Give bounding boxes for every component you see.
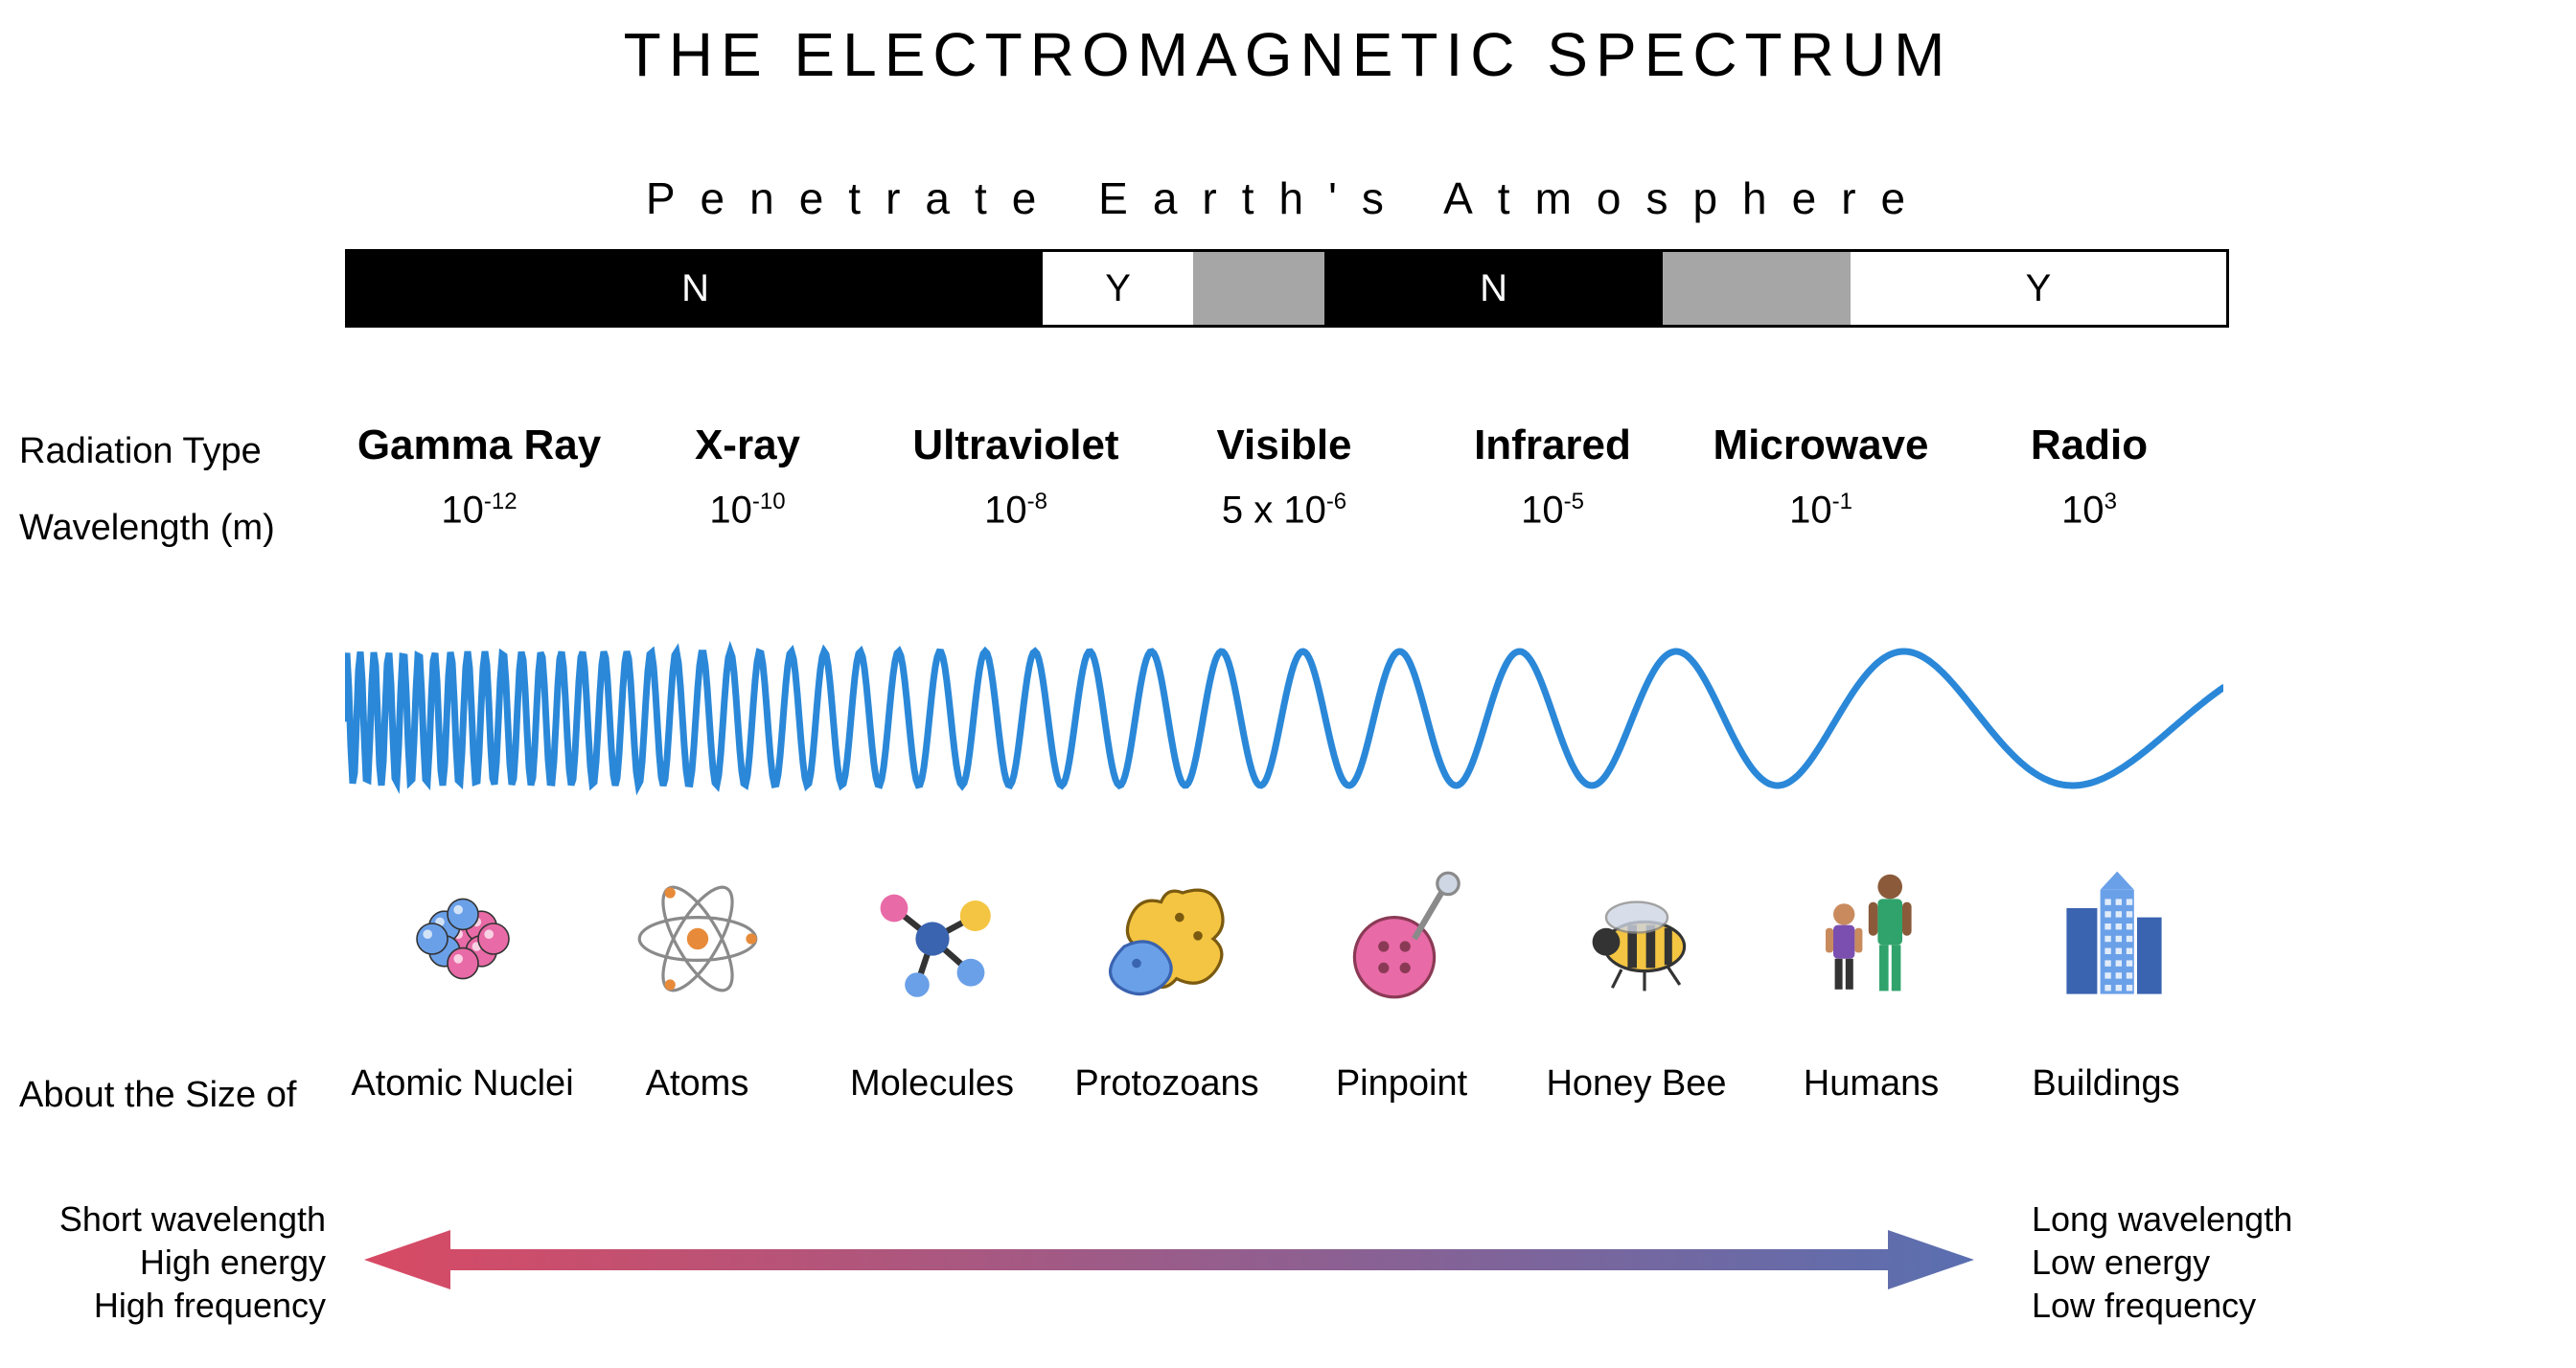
penetration-segment: Y (1851, 252, 2226, 325)
radiation-name: X-ray (613, 422, 882, 469)
size-label: Humans (1754, 1063, 1989, 1105)
penetration-segment: N (1324, 252, 1663, 325)
radiation-name: Microwave (1687, 422, 1955, 469)
radiation-name: Ultraviolet (882, 422, 1150, 469)
radiation-cell: Gamma Ray 10-12 (345, 422, 613, 532)
bee-icon (1519, 843, 1754, 1035)
penetration-segment (1193, 252, 1324, 325)
radiation-name: Gamma Ray (345, 422, 613, 469)
nuclei-icon (345, 843, 580, 1035)
arrow-right-line: Long wavelength (2032, 1197, 2292, 1241)
radiation-wavelength: 10-8 (882, 489, 1150, 532)
page-title: THE ELECTROMAGNETIC SPECTRUM (0, 19, 2576, 90)
radiation-cell: X-ray 10-10 (613, 422, 882, 532)
arrow-label-right: Long wavelengthLow energyLow frequency (2032, 1197, 2292, 1327)
pinpoint-icon (1284, 843, 1519, 1035)
size-label: Atoms (580, 1063, 815, 1105)
size-label: Pinpoint (1284, 1063, 1519, 1105)
molecule-icon (815, 843, 1049, 1035)
protozoan-icon (1049, 843, 1284, 1035)
penetration-segment: N (348, 252, 1043, 325)
radiation-wavelength: 5 x 10-6 (1150, 489, 1418, 532)
size-label: Protozoans (1049, 1063, 1284, 1105)
buildings-icon (1989, 843, 2223, 1035)
penetration-bar: NYNY (345, 249, 2229, 328)
spectrum-arrow (364, 1226, 1974, 1293)
radiation-wavelength: 10-10 (613, 489, 882, 532)
radiation-name: Infrared (1418, 422, 1687, 469)
arrow-left-line: High energy (0, 1241, 326, 1284)
row-label-about-size: About the Size of (0, 1075, 335, 1116)
radiation-wavelength: 10-12 (345, 489, 613, 532)
radiation-cell: Microwave 10-1 (1687, 422, 1955, 532)
radiation-name: Visible (1150, 422, 1418, 469)
row-label-radiation-type: Radiation Type (0, 431, 335, 472)
radiation-row: Gamma Ray 10-12X-ray 10-10Ultraviolet 10-8V… (345, 422, 2223, 532)
radiation-name: Radio (1955, 422, 2223, 469)
atom-icon (580, 843, 815, 1035)
arrow-label-left: Short wavelengthHigh energyHigh frequenc… (0, 1197, 326, 1327)
arrow-left-line: Short wavelength (0, 1197, 326, 1241)
radiation-cell: Ultraviolet 10-8 (882, 422, 1150, 532)
size-label: Honey Bee (1519, 1063, 1754, 1105)
radiation-wavelength: 103 (1955, 489, 2223, 532)
wave-diagram (345, 632, 2223, 805)
radiation-wavelength: 10-1 (1687, 489, 1955, 532)
arrow-right-line: Low frequency (2032, 1284, 2292, 1327)
penetration-segment: Y (1043, 252, 1193, 325)
radiation-wavelength: 10-5 (1418, 489, 1687, 532)
size-label: Buildings (1989, 1063, 2223, 1105)
penetration-subtitle: Penetrate Earth's Atmosphere (0, 172, 2576, 224)
arrow-left-line: High frequency (0, 1284, 326, 1327)
penetration-segment (1663, 252, 1851, 325)
radiation-cell: Visible 5 x 10-6 (1150, 422, 1418, 532)
radiation-cell: Infrared 10-5 (1418, 422, 1687, 532)
size-label: Atomic Nuclei (345, 1063, 580, 1105)
size-label: Molecules (815, 1063, 1049, 1105)
size-icons-row (345, 843, 2223, 1035)
radiation-cell: Radio 103 (1955, 422, 2223, 532)
size-labels-row: Atomic NucleiAtomsMoleculesProtozoansPin… (345, 1063, 2223, 1105)
humans-icon (1754, 843, 1989, 1035)
row-label-wavelength: Wavelength (m) (0, 508, 335, 549)
arrow-right-line: Low energy (2032, 1241, 2292, 1284)
